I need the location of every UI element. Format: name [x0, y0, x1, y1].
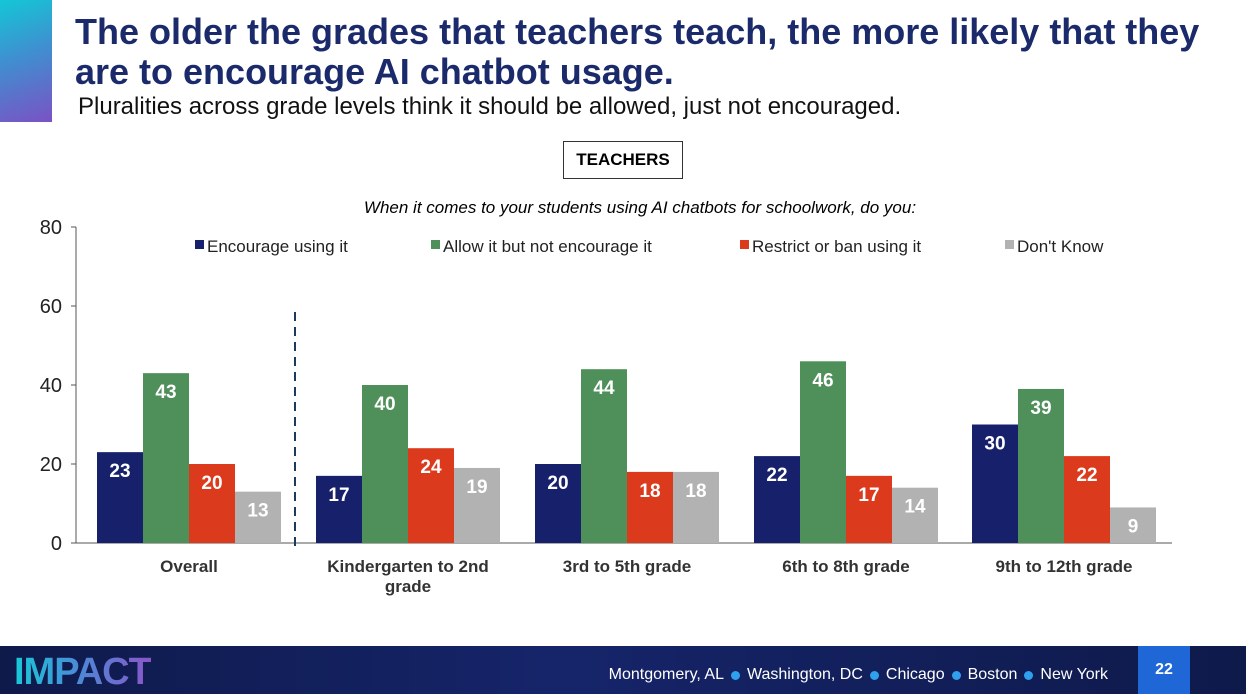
bar-chart: 0 20 40 60 80 Overall Kindergarten to 2ndgrade…	[40, 217, 1172, 596]
office-locations: Montgomery, AL Washington, DC Chicago Bo…	[609, 666, 1108, 684]
bar	[454, 467, 500, 543]
survey-question: When it comes to your students using AI …	[363, 198, 917, 217]
bar-value-label: 19	[466, 477, 487, 498]
bar	[1064, 456, 1110, 543]
bullet-dot-icon	[730, 670, 740, 680]
location-boston: Boston	[967, 666, 1018, 683]
audience-label: TEACHERS	[563, 141, 683, 179]
corner-accent	[0, 0, 52, 122]
bar	[143, 373, 189, 543]
bar-value-label: 39	[1030, 398, 1051, 419]
bullet-dot-icon	[869, 670, 879, 680]
bar-value-label: 14	[904, 497, 926, 518]
bar	[189, 464, 235, 543]
bar	[1018, 388, 1064, 543]
legend-label: Allow it but not encourage it	[443, 237, 652, 256]
bar-value-label: 24	[420, 457, 442, 478]
bar-value-label: 22	[766, 465, 787, 486]
bar-value-label: 18	[639, 481, 660, 502]
bar	[408, 448, 454, 543]
y-tick-label: 20	[40, 454, 62, 476]
bar-value-label: 13	[247, 501, 268, 522]
bar	[97, 452, 143, 543]
category-label: Kindergarten to 2nd	[327, 557, 489, 576]
bullet-dot-icon	[1024, 670, 1034, 680]
bar	[535, 464, 581, 543]
category-label: 6th to 8th grade	[782, 557, 910, 576]
location-montgomery: Montgomery, AL	[608, 666, 724, 683]
footer-bar: IMPACT Montgomery, AL Washington, DC Chi…	[0, 646, 1246, 694]
bar	[581, 369, 627, 543]
slide-subtitle: Pluralities across grade levels think it…	[78, 93, 902, 120]
bar	[362, 385, 408, 543]
bar-value-label: 18	[685, 481, 706, 502]
legend-label: Encourage using it	[207, 237, 348, 256]
bar-value-label: 43	[155, 382, 176, 403]
location-new-york: New York	[1040, 666, 1108, 683]
bar-value-label: 20	[201, 473, 222, 494]
slide-title: The older the grades that teachers teach…	[75, 11, 1200, 92]
legend-swatch	[740, 240, 749, 249]
location-washington: Washington, DC	[746, 666, 863, 683]
bar	[316, 475, 362, 543]
bar	[800, 361, 846, 543]
bar	[846, 475, 892, 543]
legend-swatch	[431, 240, 440, 249]
bar-value-label: 17	[328, 485, 349, 506]
y-tick-label: 40	[40, 375, 62, 397]
bar	[627, 471, 673, 543]
legend-swatch	[1005, 240, 1014, 249]
location-chicago: Chicago	[885, 666, 945, 683]
bar-value-label: 44	[593, 378, 615, 399]
bar-value-label: 40	[374, 394, 395, 415]
bar-value-label: 20	[547, 473, 568, 494]
y-tick-label: 60	[40, 296, 62, 318]
category-label: 3rd to 5th grade	[563, 557, 691, 576]
bar	[972, 424, 1018, 543]
bar	[892, 487, 938, 543]
brand-logo: IMPACT	[14, 651, 152, 693]
bar-value-label: 9	[1128, 516, 1139, 537]
y-tick-label: 0	[51, 533, 62, 555]
legend-swatch	[195, 240, 204, 249]
bar	[754, 456, 800, 543]
bar-value-label: 30	[984, 434, 1005, 455]
category-label: 9th to 12th grade	[996, 557, 1133, 576]
bullet-dot-icon	[951, 670, 961, 680]
legend-label: Restrict or ban using it	[752, 237, 921, 256]
category-label: grade	[385, 577, 431, 596]
bar-value-label: 46	[812, 370, 833, 391]
bar-value-label: 23	[109, 461, 130, 482]
category-label: Overall	[160, 557, 218, 576]
legend-label: Don't Know	[1017, 237, 1104, 256]
bar-value-label: 17	[858, 485, 879, 506]
bar-value-label: 22	[1076, 465, 1097, 486]
page-number: 22	[1138, 646, 1190, 694]
bar	[673, 471, 719, 543]
y-tick-label: 80	[40, 217, 62, 239]
bar	[1110, 507, 1156, 543]
bar	[235, 491, 281, 543]
